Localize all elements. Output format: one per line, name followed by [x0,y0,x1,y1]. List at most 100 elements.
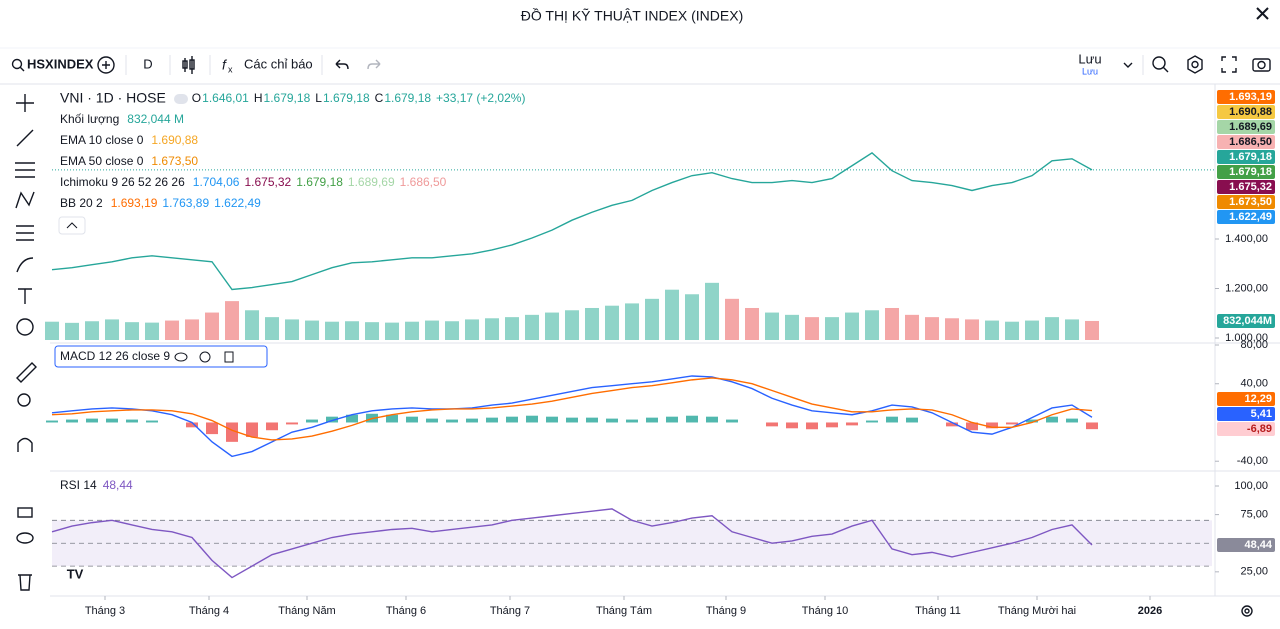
close-button[interactable] [1256,7,1269,20]
volume-bar [785,314,799,340]
price-line [51,508,1093,579]
fx-icon: f [222,57,228,73]
x-tick-label: Tháng 10 [802,605,848,617]
redo[interactable] [367,59,381,70]
volume-bar [845,312,859,340]
magnet-tool[interactable] [17,437,33,453]
rsi-badge-bg [1217,538,1275,553]
volume-bar [625,303,639,340]
macd-line [51,375,1093,458]
fullscreen[interactable] [1221,56,1237,73]
macd-histogram-bar [246,422,258,438]
macd-legend-box [54,345,268,368]
legend-text: 1.693,19 [111,196,158,210]
save-menu[interactable] [1123,62,1133,68]
volume-bar [65,322,79,340]
collapse-button [174,94,188,104]
visibility-tool[interactable] [16,532,34,544]
volume-bar [205,312,219,340]
volume-bar [45,321,59,340]
volume-bar [705,282,719,340]
forecast-tool[interactable] [16,225,34,241]
text-tool[interactable] [18,288,32,304]
macd-histogram-bar [786,422,798,429]
macd-histogram-bar [1066,418,1078,423]
price-badge-bg [1217,105,1275,119]
legend-text: 1.679,18 [323,91,370,105]
x-tick-label: 2026 [1138,605,1162,617]
symbol-search[interactable]: HSXINDEX [11,56,94,72]
icon-tool[interactable] [16,318,34,336]
macd-histogram-bar [826,422,838,428]
macd-histogram-bar [1086,422,1098,430]
volume-bar [725,298,739,340]
chart-style[interactable] [182,56,195,74]
legend-toggle [58,216,86,235]
volume-bar [265,317,279,340]
volume-badge: 832,044M [1223,315,1272,327]
lock-tool[interactable] [17,507,33,518]
measure-tool[interactable] [16,362,37,383]
price-badge-bg [1217,135,1275,149]
macd-histogram-bar [266,422,278,431]
axis-settings[interactable] [1241,605,1253,617]
legend-text: 48,44 [103,478,133,492]
legend-text: O [192,91,201,105]
volume-bar [165,320,179,340]
price-badge: 1.690,88 [1229,106,1272,118]
volume-bar [1085,320,1099,340]
legend-text: L [315,91,322,105]
macd-histogram-bar [946,422,958,427]
macd-histogram-bar [646,417,658,423]
macd-histogram-bar [966,422,978,431]
legend-text: 1.646,01 [202,91,249,105]
macd-histogram-bar [206,422,218,435]
add-symbol[interactable] [97,56,115,74]
fx-icon: x [228,64,233,74]
macd-badge-bg [1217,407,1275,421]
settings[interactable] [1187,55,1203,74]
delete-tool[interactable] [18,574,32,591]
legend-text: 1.679,18 [296,175,343,189]
macd-histogram-bar [1026,419,1038,423]
save-button[interactable]: Lưu Lưu [1078,51,1101,76]
legend-text: EMA 50 close 0 [60,154,144,168]
save-sub: Lưu [1082,66,1098,76]
logo: TV [67,566,84,581]
macd-badge-bg [1217,392,1275,406]
legend-text: BB 20 2 [60,196,103,210]
volume-bar [365,322,379,340]
rsi-badge: 48,44 [1244,539,1272,551]
volume-bar [825,317,839,340]
crosshair-tool[interactable] [16,94,34,112]
macd-histogram-bar [586,417,598,423]
trend-line-tool[interactable] [16,129,34,147]
macd-histogram-bar [686,415,698,423]
zoom-tool[interactable] [17,393,31,407]
macd-histogram-bar [146,420,158,423]
undo[interactable] [335,59,349,70]
fib-tool[interactable] [15,162,35,178]
screenshot[interactable] [1252,58,1271,72]
volume-bar [865,310,879,340]
volume-bar [145,322,159,340]
price-badge-bg [1217,150,1275,164]
quick-search[interactable] [1152,56,1169,73]
macd-histogram-bar [566,417,578,423]
volume-bar [105,319,119,340]
macd-badge: 5,41 [1251,408,1272,420]
volume-bar [565,310,579,340]
macd-histogram-bar [106,418,118,423]
price-badge-bg [1217,165,1275,179]
macd-histogram-bar [386,414,398,423]
legend-delete [224,351,234,363]
volume-bar [185,319,199,340]
macd-histogram-bar [186,422,198,428]
price-badge-bg [1217,180,1275,194]
macd-histogram-bar [286,422,298,425]
legend-text: EMA 10 close 0 [60,133,144,147]
pattern-tool[interactable] [15,191,35,209]
brush-tool[interactable] [16,257,34,273]
indicators-button[interactable]: f x Các chỉ báo [222,56,313,74]
interval[interactable]: D [143,56,152,71]
